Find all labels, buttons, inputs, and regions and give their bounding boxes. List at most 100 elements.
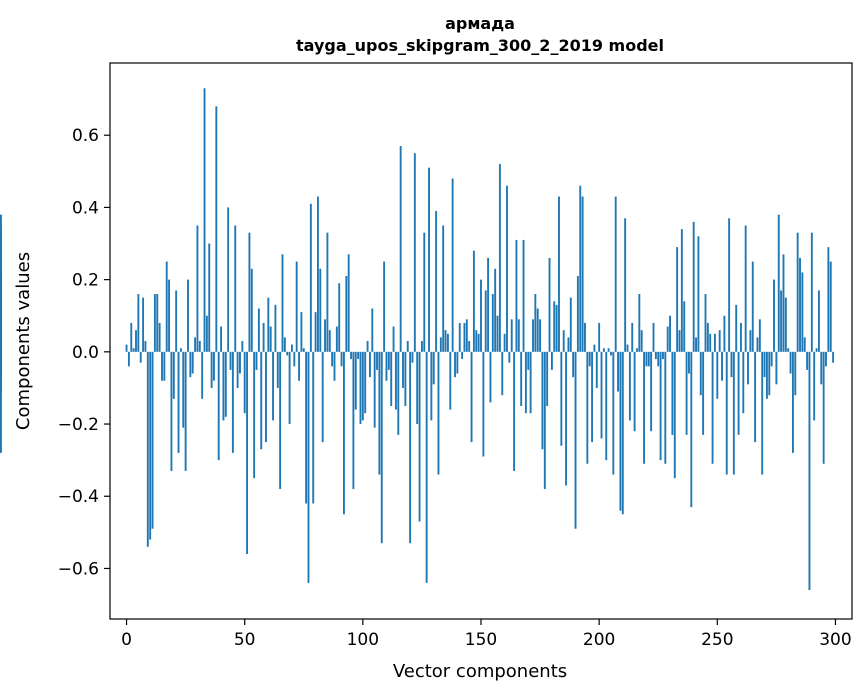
- bar-80: [314, 312, 317, 352]
- bar-268: [758, 319, 761, 352]
- bar-105: [373, 351, 376, 428]
- bar-211: [624, 218, 627, 352]
- bars-group: [0, 88, 835, 591]
- bar-256: [730, 351, 733, 378]
- bar-103: [368, 351, 371, 378]
- bar-171: [529, 351, 532, 414]
- bar-128: [428, 167, 430, 352]
- bar-158: [498, 164, 501, 352]
- bar-204: [607, 348, 610, 352]
- bar-152: [484, 290, 487, 352]
- bar-50: [243, 351, 246, 414]
- bar-102: [366, 341, 369, 352]
- bar-264: [749, 330, 752, 352]
- bar-246: [706, 322, 709, 352]
- bar-242: [697, 236, 700, 352]
- bar-2: [130, 322, 133, 352]
- bar-91: [340, 351, 343, 367]
- bar-undefined: [0, 351, 2, 453]
- bar-154: [489, 351, 492, 403]
- bar-21: [175, 290, 178, 352]
- bar-222: [650, 351, 653, 432]
- bar-275: [775, 351, 778, 385]
- bar-71: [293, 351, 296, 367]
- bar-75: [302, 348, 305, 352]
- bar-131: [435, 211, 438, 352]
- bar-244: [702, 351, 705, 435]
- bar-239: [690, 351, 693, 508]
- bar-299: [832, 351, 835, 363]
- bar-146: [470, 351, 473, 443]
- bar-273: [770, 351, 773, 367]
- bar-54: [253, 351, 256, 479]
- bar-31: [198, 341, 201, 352]
- bar-88: [333, 351, 336, 381]
- bar-0: [125, 344, 128, 352]
- bar-296: [825, 351, 827, 367]
- bar-295: [822, 351, 825, 464]
- bar-60: [267, 297, 270, 352]
- bar-297: [827, 247, 830, 352]
- bar-142: [461, 351, 464, 360]
- bar-109: [383, 261, 386, 352]
- bar-212: [626, 344, 629, 352]
- bar-120: [409, 351, 412, 544]
- plot-frame: [109, 62, 853, 620]
- bar-17: [165, 261, 168, 352]
- bar-141: [458, 322, 461, 352]
- bar-203: [605, 351, 608, 461]
- bar-161: [506, 185, 508, 352]
- bar-18: [168, 279, 171, 352]
- bar-186: [565, 351, 568, 486]
- bar-40: [220, 326, 223, 352]
- bar-22: [177, 351, 180, 453]
- bar-36: [210, 351, 213, 388]
- bar-113: [392, 326, 395, 352]
- bar-23: [179, 348, 182, 352]
- bar-66: [281, 254, 284, 352]
- bar-undefined: [0, 351, 2, 360]
- bar-78: [309, 203, 312, 352]
- bar-177: [543, 351, 546, 490]
- bar-257: [732, 351, 735, 475]
- bar-87: [331, 351, 334, 367]
- bar-100: [361, 351, 364, 421]
- bar-247: [709, 333, 712, 352]
- bar-139: [454, 351, 456, 378]
- bar-248: [711, 351, 714, 464]
- bar-145: [468, 341, 471, 352]
- bar-3: [132, 348, 135, 352]
- bar-14: [158, 322, 161, 352]
- bar-266: [754, 351, 757, 443]
- bar-162: [508, 351, 511, 363]
- bar-96: [352, 351, 355, 490]
- bar-53: [250, 268, 253, 352]
- bar-119: [406, 341, 409, 352]
- bar-90: [338, 283, 341, 352]
- bar-undefined: [0, 351, 2, 392]
- x-tick-label: 200: [583, 630, 615, 650]
- bar-114: [394, 351, 397, 410]
- bar-260: [739, 322, 742, 352]
- bar-107: [378, 351, 381, 475]
- bar-48: [239, 351, 241, 374]
- bar-170: [527, 351, 530, 370]
- bar-132: [437, 351, 440, 475]
- bar-124: [418, 351, 421, 522]
- bar-251: [718, 330, 721, 352]
- bar-196: [588, 351, 591, 367]
- bar-29: [194, 337, 197, 352]
- bar-70: [291, 344, 293, 352]
- y-tick-label: 0.6: [72, 126, 99, 146]
- bar-116: [399, 146, 402, 352]
- bar-216: [636, 348, 638, 352]
- chart-subtitle: tayga_upos_skipgram_300_2_2019 model: [296, 36, 664, 55]
- bar-282: [791, 351, 794, 453]
- bar-86: [328, 330, 331, 352]
- bar-252: [721, 351, 723, 381]
- bar-189: [572, 351, 575, 378]
- bar-180: [550, 351, 553, 370]
- bar-97: [354, 351, 357, 410]
- bar-169: [524, 351, 527, 414]
- bar-121: [411, 351, 414, 363]
